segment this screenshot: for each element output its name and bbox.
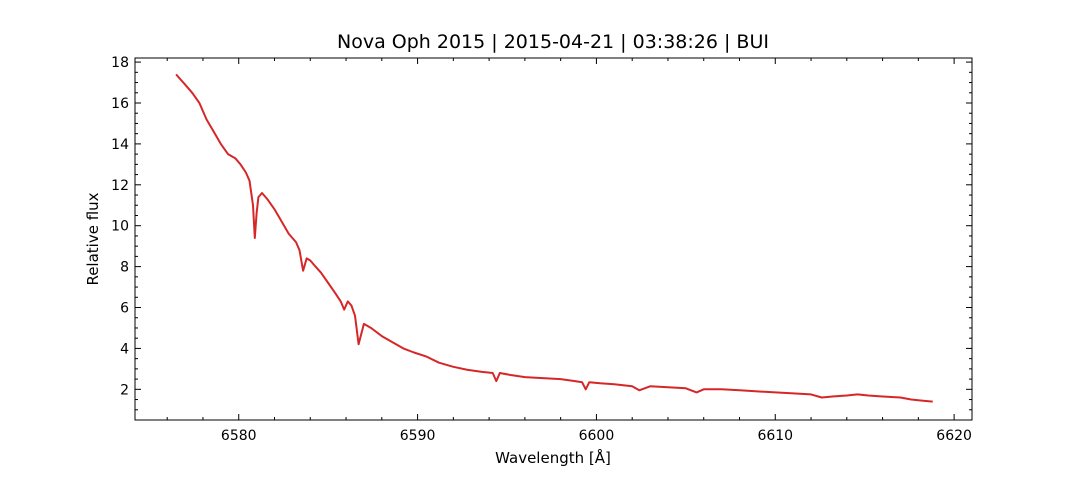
y-axis-label: Relative flux bbox=[84, 192, 102, 285]
y-tick-label: 8 bbox=[120, 260, 129, 276]
y-tick-label: 18 bbox=[111, 55, 129, 71]
x-tick-label: 6580 bbox=[221, 428, 257, 444]
y-tick-label: 6 bbox=[120, 301, 129, 317]
plot-frame bbox=[134, 57, 973, 421]
x-tick-label: 6610 bbox=[757, 428, 793, 444]
chart-title: Nova Oph 2015 | 2015-04-21 | 03:38:26 | … bbox=[337, 31, 769, 53]
x-tick-label: 6600 bbox=[579, 428, 615, 444]
y-tick-label: 14 bbox=[111, 137, 129, 153]
x-axis-label: Wavelength [Å] bbox=[495, 448, 611, 467]
y-tick-label: 12 bbox=[111, 178, 129, 194]
tick-labels: 6580 6590 6600 6610 6620 2 4 6 8 10 12 14 16 18 bbox=[111, 55, 972, 444]
x-tick-label: 6620 bbox=[936, 428, 972, 444]
y-tick-label: 2 bbox=[120, 382, 129, 398]
y-tick-label: 4 bbox=[120, 341, 129, 357]
x-tick-label: 6590 bbox=[400, 428, 436, 444]
series-layer bbox=[175, 73, 933, 403]
y-tick-label: 10 bbox=[111, 219, 129, 235]
spectrum-line-0 bbox=[175, 73, 933, 403]
y-tick-label: 16 bbox=[111, 96, 129, 112]
plot-background bbox=[135, 58, 972, 420]
